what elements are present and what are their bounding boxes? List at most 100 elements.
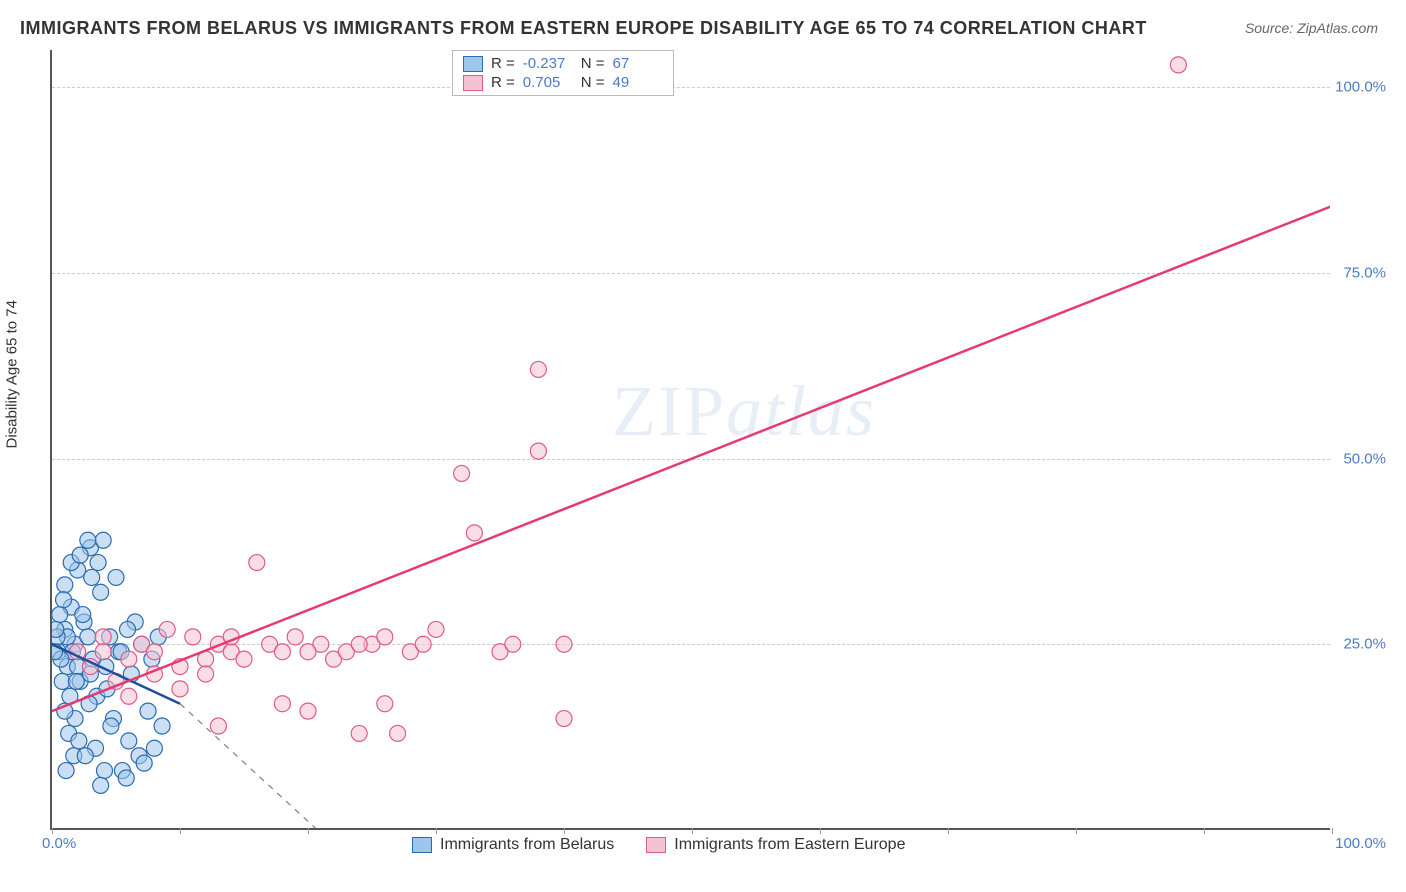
x-tick-mark — [52, 828, 53, 834]
scatter-point — [428, 621, 444, 637]
y-tick-label: 25.0% — [1343, 636, 1386, 653]
x-tick-mark — [820, 828, 821, 834]
series-legend: Immigrants from Belarus Immigrants from … — [412, 836, 905, 854]
scatter-point — [84, 569, 100, 585]
scatter-point — [300, 703, 316, 719]
scatter-point — [96, 763, 112, 779]
legend-r-value: 0.705 — [523, 74, 573, 91]
legend-row: R = -0.237 N = 67 — [463, 54, 663, 73]
scatter-point — [351, 725, 367, 741]
scatter-point — [530, 443, 546, 459]
legend-swatch — [463, 75, 483, 91]
trend-line — [52, 206, 1330, 711]
scatter-point — [300, 644, 316, 660]
x-tick-mark — [1204, 828, 1205, 834]
legend-n-value: 49 — [613, 74, 663, 91]
scatter-point — [136, 755, 152, 771]
x-tick-mark — [180, 828, 181, 834]
scatter-point — [377, 629, 393, 645]
scatter-point — [118, 770, 134, 786]
x-tick-label: 0.0% — [42, 835, 76, 852]
scatter-point — [57, 577, 73, 593]
scatter-point — [140, 703, 156, 719]
scatter-point — [377, 696, 393, 712]
chart-title: IMMIGRANTS FROM BELARUS VS IMMIGRANTS FR… — [20, 18, 1147, 39]
source-attribution: Source: ZipAtlas.com — [1245, 20, 1378, 36]
legend-n-value: 67 — [613, 55, 663, 72]
trend-line-extrapolated — [180, 704, 334, 828]
legend-row: R = 0.705 N = 49 — [463, 73, 663, 92]
y-axis-label: Disability Age 65 to 74 — [4, 300, 21, 448]
scatter-point — [52, 621, 64, 637]
scatter-point — [287, 629, 303, 645]
scatter-point — [77, 748, 93, 764]
scatter-point — [68, 673, 84, 689]
x-tick-mark — [308, 828, 309, 834]
source-link[interactable]: ZipAtlas.com — [1297, 20, 1378, 36]
legend-r-label: R = — [491, 74, 515, 91]
x-tick-label: 100.0% — [1335, 835, 1386, 852]
legend-item: Immigrants from Belarus — [412, 836, 614, 854]
scatter-point — [556, 711, 572, 727]
legend-swatch — [646, 837, 666, 853]
scatter-point — [274, 696, 290, 712]
y-tick-label: 100.0% — [1335, 79, 1386, 96]
scatter-point — [72, 547, 88, 563]
scatter-point — [93, 777, 109, 793]
scatter-point — [198, 666, 214, 682]
legend-item: Immigrants from Eastern Europe — [646, 836, 905, 854]
scatter-point — [80, 629, 96, 645]
scatter-point — [93, 584, 109, 600]
scatter-point — [1170, 57, 1186, 73]
legend-series-label: Immigrants from Belarus — [440, 836, 614, 854]
scatter-point — [505, 636, 521, 652]
scatter-point — [274, 644, 290, 660]
scatter-point — [466, 525, 482, 541]
scatter-point — [95, 629, 111, 645]
scatter-point — [95, 532, 111, 548]
legend-n-label: N = — [581, 55, 605, 72]
scatter-point — [351, 636, 367, 652]
scatter-point — [95, 644, 111, 660]
x-tick-mark — [1076, 828, 1077, 834]
legend-series-label: Immigrants from Eastern Europe — [674, 836, 905, 854]
scatter-point — [154, 718, 170, 734]
scatter-point — [121, 651, 137, 667]
correlation-legend: R = -0.237 N = 67 R = 0.705 N = 49 — [452, 50, 674, 96]
scatter-point — [71, 733, 87, 749]
scatter-point — [390, 725, 406, 741]
scatter-point — [556, 636, 572, 652]
x-tick-mark — [436, 828, 437, 834]
scatter-point — [103, 718, 119, 734]
scatter-point — [52, 607, 68, 623]
scatter-point — [75, 607, 91, 623]
scatter-point — [120, 621, 136, 637]
scatter-point — [108, 569, 124, 585]
scatter-point — [159, 621, 175, 637]
scatter-point — [146, 740, 162, 756]
scatter-point — [236, 651, 252, 667]
y-tick-label: 50.0% — [1343, 450, 1386, 467]
scatter-point — [185, 629, 201, 645]
legend-swatch — [412, 837, 432, 853]
legend-r-value: -0.237 — [523, 55, 573, 72]
source-label: Source: — [1245, 20, 1293, 36]
scatter-point — [56, 592, 72, 608]
x-tick-mark — [692, 828, 693, 834]
scatter-point — [249, 555, 265, 571]
x-tick-mark — [564, 828, 565, 834]
scatter-point — [90, 555, 106, 571]
scatter-point — [530, 361, 546, 377]
scatter-point — [58, 763, 74, 779]
y-tick-label: 75.0% — [1343, 264, 1386, 281]
scatter-point — [121, 733, 137, 749]
scatter-point — [80, 532, 96, 548]
legend-n-label: N = — [581, 74, 605, 91]
x-tick-mark — [948, 828, 949, 834]
legend-r-label: R = — [491, 55, 515, 72]
chart-container: IMMIGRANTS FROM BELARUS VS IMMIGRANTS FR… — [0, 0, 1406, 892]
scatter-point — [210, 718, 226, 734]
x-tick-mark — [1332, 828, 1333, 834]
scatter-point — [454, 465, 470, 481]
scatter-plot-svg — [52, 50, 1330, 828]
